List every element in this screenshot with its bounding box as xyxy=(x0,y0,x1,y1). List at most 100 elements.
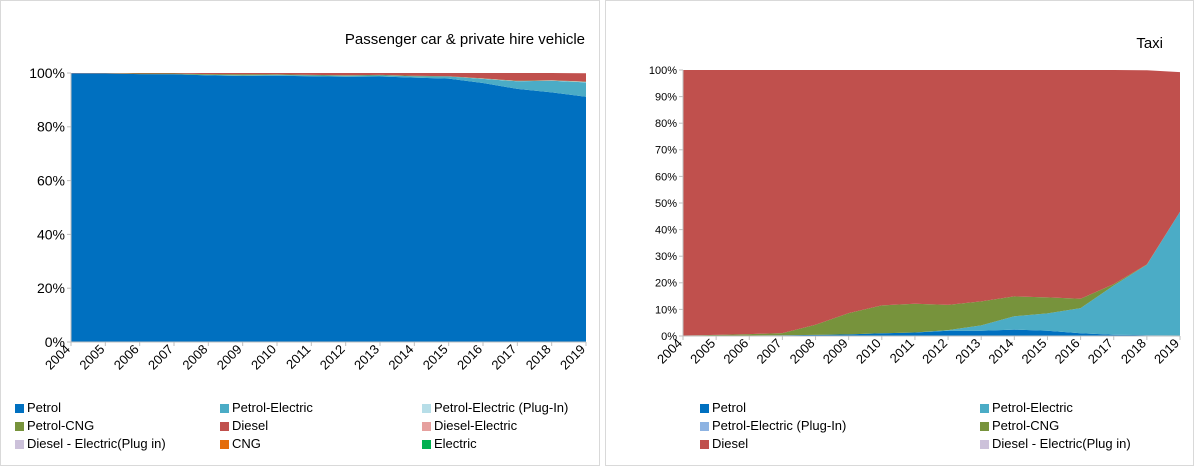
legend-item: Petrol xyxy=(700,399,746,417)
x-tick-label: 2018 xyxy=(523,342,554,373)
area-petrol-cng xyxy=(683,211,1180,336)
legend-label: Petrol-Electric (Plug-In) xyxy=(712,418,847,433)
passenger-chart-svg: 0%20%40%60%80%100%2004 2005 2006 2007 2008 20… xyxy=(29,65,588,373)
x-tick-label: 2019 xyxy=(557,342,588,373)
legend-label: Petrol-Electric (Plug-In) xyxy=(434,400,569,415)
legend-item: Petrol xyxy=(15,399,61,417)
y-tick-label: 0% xyxy=(45,334,65,350)
legend-item: Diesel xyxy=(700,435,748,453)
x-tick-label: 2006 xyxy=(720,336,751,367)
legend-swatch xyxy=(980,421,989,431)
legend-item: Petrol-Electric xyxy=(220,399,313,417)
chart-title: Taxi xyxy=(1136,35,1163,52)
x-tick-label: 2006 xyxy=(111,342,142,373)
y-tick-label: 70% xyxy=(655,145,677,157)
y-tick-label: 80% xyxy=(655,118,677,130)
x-tick-label: 2007 xyxy=(753,336,784,367)
x-tick-label: 2011 xyxy=(887,336,917,366)
legend-label: Petrol xyxy=(712,400,746,415)
area-petrol-electric xyxy=(683,211,1180,336)
chart-title: Passenger car & private hire vehicle xyxy=(344,31,585,48)
x-tick-label: 2017 xyxy=(488,342,519,373)
y-tick-label: 20% xyxy=(37,280,65,296)
x-tick-label: 2013 xyxy=(351,342,382,373)
y-tick-label: 100% xyxy=(29,65,65,81)
x-tick-label: 2016 xyxy=(454,342,485,373)
legend-item: CNG xyxy=(220,435,261,453)
x-tick-label: 2010 xyxy=(853,336,884,367)
legend-label: Petrol-Electric xyxy=(992,400,1073,415)
legend-label: Diesel - Electric(Plug in) xyxy=(27,436,166,451)
y-tick-label: 30% xyxy=(655,251,677,263)
legend-label: Petrol-CNG xyxy=(992,418,1060,433)
y-tick-label: 100% xyxy=(649,65,677,77)
x-tick-label: 2014 xyxy=(985,336,1016,367)
x-tick-label: 2005 xyxy=(76,342,107,373)
legend-item: Petrol-Electric xyxy=(980,399,1073,417)
legend-item: Petrol-Electric (Plug-In) xyxy=(700,417,846,435)
x-tick-label: 2015 xyxy=(1019,336,1050,367)
legend-swatch xyxy=(220,403,229,413)
area-petrol-electric xyxy=(71,73,586,97)
x-tick-label: 2016 xyxy=(1052,336,1083,367)
y-tick-label: 90% xyxy=(655,91,677,103)
x-tick-label: 2007 xyxy=(145,342,176,373)
legend-label: CNG xyxy=(232,436,261,451)
y-tick-label: 40% xyxy=(655,224,677,236)
y-tick-label: 80% xyxy=(37,119,65,135)
y-tick-label: 0% xyxy=(661,331,677,343)
x-tick-label: 2009 xyxy=(214,342,245,373)
legend-label: Petrol-CNG xyxy=(27,418,95,433)
legend-label: Diesel xyxy=(712,436,749,451)
x-tick-label: 2009 xyxy=(820,336,851,367)
area-petrol xyxy=(683,329,1180,336)
area-petrol xyxy=(71,73,586,343)
legend-label: Diesel-Electric xyxy=(434,418,518,433)
x-tick-label: 2018 xyxy=(1118,336,1149,367)
legend-label: Diesel xyxy=(232,418,269,433)
x-tick-label: 2013 xyxy=(952,336,983,367)
legend-swatch xyxy=(220,439,229,449)
x-tick-label: 2004 xyxy=(654,336,685,367)
y-tick-label: 60% xyxy=(655,171,677,183)
x-tick-label: 2011 xyxy=(283,342,313,372)
y-tick-label: 40% xyxy=(37,226,65,242)
legend-swatch xyxy=(700,421,709,431)
x-tick-label: 2012 xyxy=(919,336,950,367)
legend-item: Diesel xyxy=(220,417,268,435)
chart-panel-passenger: 0% 20% 40% 60% 80% 100% 2004 2005 2006 2007 2008 20… xyxy=(0,0,600,466)
y-tick-label: 20% xyxy=(655,278,677,290)
taxi-chart-svg: 0%10%20%30%40%50%60%70%80%90%100%2004 200… xyxy=(649,65,1182,367)
x-tick-label: 2008 xyxy=(179,342,210,373)
x-tick-label: 2005 xyxy=(687,336,718,367)
legend-item: Petrol-CNG xyxy=(15,417,94,435)
legend-swatch xyxy=(15,403,24,413)
y-tick-label: 50% xyxy=(655,198,677,210)
area-diesel xyxy=(71,73,586,82)
legend-swatch xyxy=(700,403,709,413)
legend-label: Electric xyxy=(434,436,477,451)
x-tick-label: 2010 xyxy=(248,342,279,373)
y-tick-label: 10% xyxy=(655,304,677,316)
legend-item: Diesel - Electric(Plug in) xyxy=(980,435,1131,453)
x-tick-label: 2015 xyxy=(420,342,451,373)
y-tick-label: 60% xyxy=(37,173,65,189)
x-tick-label: 2019 xyxy=(1151,336,1182,367)
legend-item: Petrol-Electric (Plug-In) xyxy=(422,399,568,417)
legend-swatch xyxy=(422,439,431,449)
chart-panel-taxi: 0% 10% 20% 30% 40% 50% 60% 70% 80% 90% 100% 2004 200… xyxy=(605,0,1194,466)
legend-swatch xyxy=(700,439,709,449)
legend-swatch xyxy=(15,421,24,431)
legend-item: Electric xyxy=(422,435,477,453)
legend-item: Diesel-Electric xyxy=(422,417,517,435)
legend-swatch xyxy=(980,403,989,413)
x-tick-label: 2017 xyxy=(1085,336,1116,367)
x-tick-label: 2008 xyxy=(787,336,818,367)
legend-label: Diesel - Electric(Plug in) xyxy=(992,436,1131,451)
x-tick-label: 2012 xyxy=(317,342,348,373)
legend-swatch xyxy=(15,439,24,449)
legend-swatch xyxy=(980,439,989,449)
legend-label: Petrol xyxy=(27,400,61,415)
legend-swatch xyxy=(422,421,431,431)
legend-swatch xyxy=(422,403,431,413)
